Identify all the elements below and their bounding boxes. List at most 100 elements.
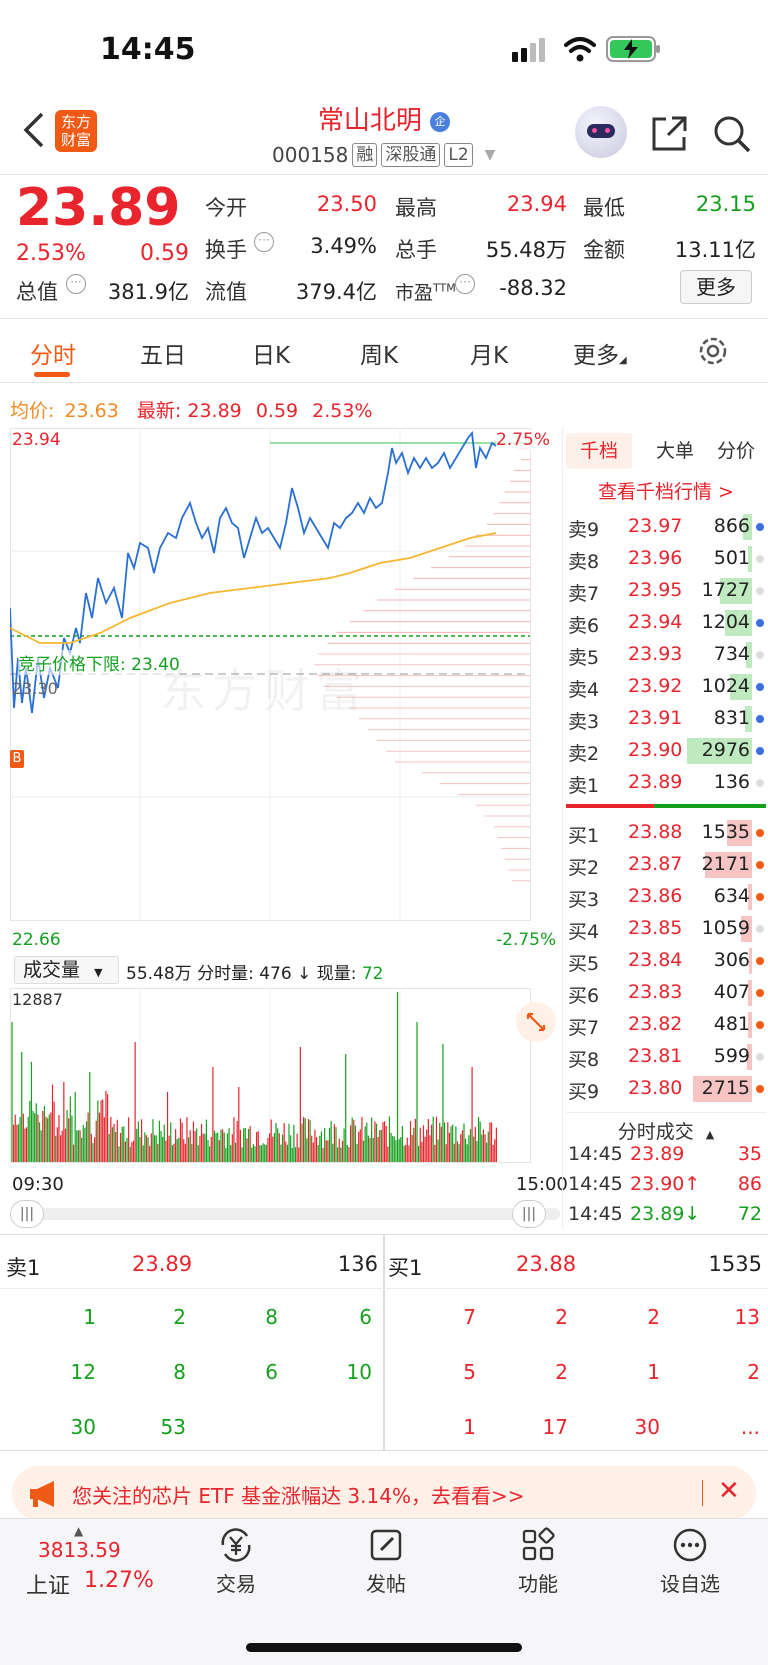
chart-scroll-track[interactable] [12,1208,560,1220]
scroll-handle-left[interactable]: ||| [10,1200,44,1228]
info-icon[interactable]: ··· [455,274,475,294]
tab-intraday[interactable]: 分时 [30,343,76,369]
bid-level-row[interactable]: 买7 23.82 481 [566,1010,766,1040]
bid-level-row[interactable]: 买1 23.88 1535 [566,818,766,848]
back-icon[interactable] [22,112,46,148]
side-tab-big-order[interactable]: 大单 [655,440,694,462]
mktcap-label: 总值 [16,280,58,304]
bid-level-price: 23.80 [628,1077,683,1099]
latest-pct: 2.53% [312,400,373,422]
index-name: 上证 [26,1574,71,1599]
nav-functions[interactable]: 功能 [488,1526,588,1597]
bid-level-row[interactable]: 买3 23.86 634 [566,882,766,912]
bid-level-price: 23.83 [628,981,683,1003]
nav-trade[interactable]: 交易 [186,1526,286,1597]
ask-queue-label: 卖1 [6,1256,41,1280]
watermark: 东方财富 [160,664,368,718]
high-label: 最高 [395,196,437,220]
intraday-price-chart[interactable] [10,428,562,948]
dropdown-arrow-icon: ▼ [94,966,103,979]
nav-trade-label: 交易 [216,1572,256,1596]
turnover-value: 3.49% [310,234,377,258]
close-icon[interactable]: ✕ [718,1476,740,1506]
bid-level-volume: 634 [713,885,750,907]
side-tab-price-dist[interactable]: 分价 [716,440,755,462]
bid-queue-order: 2 [647,1305,660,1329]
tab-daily-k[interactable]: 日K [252,343,291,369]
brand-logo[interactable]: 东方财富 [55,110,97,152]
bid-level-row[interactable]: 买2 23.87 2171 [566,850,766,880]
ask-level-row[interactable]: 卖6 23.94 1204 [566,608,766,638]
divider [0,1450,768,1451]
ask-volume-bar [743,514,752,540]
ask-level-row[interactable]: 卖9 23.97 866 [566,512,766,542]
edit-icon [370,1529,402,1561]
tab-five-day[interactable]: 五日 [140,343,186,369]
tab-weekly-k[interactable]: 周K [360,343,399,369]
volume-selector[interactable]: 成交量 ▼ [14,956,119,984]
bid-level-dot [756,861,764,869]
tab-monthly-k[interactable]: 月K [470,343,509,369]
search-icon[interactable] [712,114,752,154]
bid-volume-bar [692,1076,752,1102]
info-icon[interactable]: ··· [254,232,274,252]
bid-level-label: 买8 [568,1049,600,1071]
bid-level-label: 买5 [568,953,600,975]
expand-icon [526,1012,546,1032]
change-pct: 2.53% [16,241,86,266]
nav-watchlist[interactable]: 设自选 [640,1526,740,1597]
tick-header[interactable]: 分时成交 ▲ [566,1112,766,1144]
expand-chart-button[interactable] [516,1002,556,1042]
bid-level-label: 买4 [568,921,600,943]
index-value: 3813.59 [38,1538,121,1562]
bid-queue-order: 7 [463,1305,476,1329]
bid-volume-bar [748,980,752,1006]
settings-icon[interactable] [696,334,730,368]
bid-queue-order: 1 [463,1415,476,1439]
scroll-handle-right[interactable]: ||| [512,1200,546,1228]
stock-name-text: 常山北明 [317,106,422,136]
bid-level-row[interactable]: 买5 23.84 306 [566,946,766,976]
ask-level-row[interactable]: 卖2 23.90 2976 [566,736,766,766]
more-button[interactable]: 更多 [680,270,752,304]
ask-level-volume: 2976 [701,739,750,761]
stock-name[interactable]: 常山北明 企 [0,100,768,137]
bid-queue-order: 2 [555,1305,568,1329]
bid-level-row[interactable]: 买4 23.85 1059 [566,914,766,944]
bid-queue-volume: 1535 [708,1252,762,1276]
ask-level-volume: 1727 [701,579,750,601]
ask-level-price: 23.97 [628,515,683,537]
side-tab-level1000[interactable]: 千档 [566,433,632,469]
bid-level-row[interactable]: 买8 23.81 599 [566,1042,766,1072]
ask-level-row[interactable]: 卖1 23.89 136 [566,768,766,798]
bid-level-row[interactable]: 买9 23.80 2715 [566,1074,766,1104]
volume-chart[interactable] [10,988,562,1170]
view-orderbook-link[interactable]: 查看千档行情 > [598,481,734,503]
ask-level-row[interactable]: 卖7 23.95 1727 [566,576,766,606]
amount-label: 金额 [583,238,625,262]
promo-banner[interactable]: 您关注的芯片 ETF 基金涨幅达 3.14%，去看看>> ✕ [12,1466,756,1520]
ask-level-row[interactable]: 卖5 23.93 734 [566,640,766,670]
latest-change: 0.59 [255,400,299,422]
index-ticker[interactable]: ▲ 3813.59 上证 1.27% [20,1524,170,1599]
bid-level-row[interactable]: 买6 23.83 407 [566,978,766,1008]
ask-volume-bar [746,642,752,668]
stock-code-row[interactable]: 000158 融 深股通 L2 ▼ [272,143,495,167]
caret-up-icon: ▲ [705,1128,715,1141]
ask-level-row[interactable]: 卖3 23.91 831 [566,704,766,734]
share-icon[interactable] [650,115,688,153]
ask-queue-price: 23.89 [132,1252,193,1276]
ask-level-row[interactable]: 卖8 23.96 501 [566,544,766,574]
ask-level-label: 卖6 [568,615,600,637]
bid-level-dot [756,925,764,933]
ask-level-row[interactable]: 卖4 23.92 1024 [566,672,766,702]
ask-level-volume: 501 [713,547,750,569]
tab-more[interactable]: 更多◢ [573,336,627,370]
divider [0,174,768,175]
nav-post[interactable]: 发帖 [336,1526,436,1597]
ask-level-label: 卖3 [568,711,600,733]
tick-time: 14:45 [568,1203,623,1225]
robot-avatar-icon[interactable] [575,106,627,158]
ask-level-label: 卖8 [568,551,600,573]
info-icon[interactable]: ··· [66,274,86,294]
